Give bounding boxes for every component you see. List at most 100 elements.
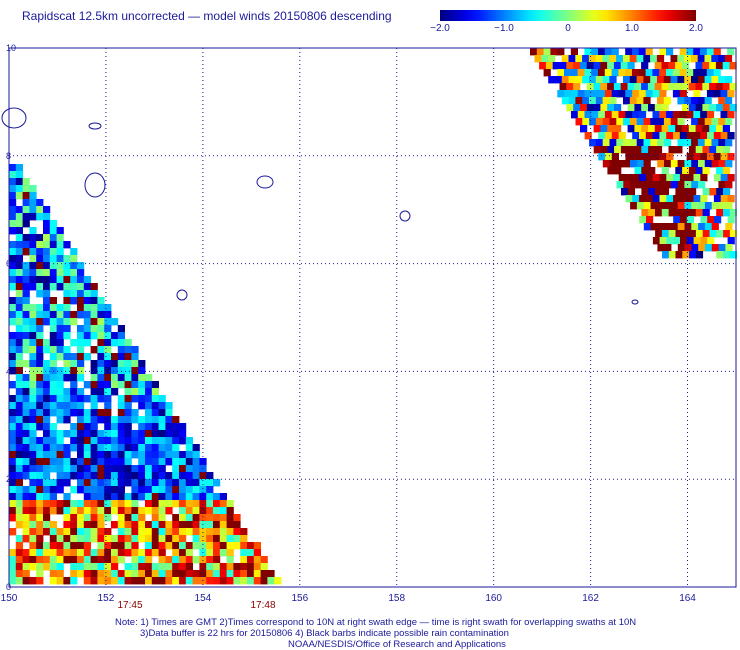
heatmap-cell	[15, 402, 23, 410]
heatmap-cell	[117, 360, 125, 368]
heatmap-cell	[36, 367, 44, 375]
heatmap-cell	[77, 269, 85, 277]
x-tick-label: 152	[98, 593, 115, 604]
heatmap-cell	[206, 514, 214, 522]
heatmap-cell	[179, 549, 187, 557]
heatmap-cell	[36, 556, 44, 564]
heatmap-cell	[670, 223, 679, 231]
heatmap-cell	[686, 48, 694, 56]
heatmap-cell	[192, 577, 200, 585]
heatmap-cell	[226, 577, 234, 585]
heatmap-cell	[131, 444, 139, 452]
heatmap-cell	[83, 451, 91, 459]
heatmap-cell	[598, 69, 606, 77]
heatmap-cell	[49, 339, 57, 347]
heatmap-cell	[111, 542, 119, 550]
heatmap-cell	[600, 125, 608, 133]
heatmap-cell	[679, 48, 687, 56]
heatmap-cell	[550, 48, 558, 56]
heatmap-cell	[677, 223, 685, 231]
heatmap-cell	[97, 493, 105, 501]
heatmap-cell	[70, 556, 78, 564]
heatmap-cell	[22, 234, 30, 242]
heatmap-cell	[654, 146, 663, 154]
heatmap-cell	[9, 444, 17, 452]
heatmap-cell	[625, 48, 633, 56]
heatmap-cell	[63, 269, 71, 277]
heatmap-cell	[213, 549, 221, 557]
heatmap-cell	[63, 500, 71, 508]
heatmap-cell	[641, 188, 649, 196]
heatmap-cell	[165, 493, 173, 501]
heatmap-cell	[15, 500, 23, 508]
heatmap-cell	[43, 283, 51, 291]
heatmap-cell	[43, 339, 51, 347]
heatmap-cell	[36, 311, 44, 319]
heatmap-cell	[49, 332, 57, 340]
heatmap-cell	[586, 62, 594, 70]
heatmap-cell	[49, 248, 57, 256]
heatmap-cell	[240, 528, 248, 536]
heatmap-cell	[165, 528, 173, 536]
heatmap-cell	[29, 381, 37, 389]
heatmap-cell	[192, 556, 200, 564]
heatmap-cell	[77, 444, 85, 452]
heatmap-cell	[22, 220, 30, 228]
heatmap-cell	[158, 556, 166, 564]
heatmap-cell	[213, 500, 221, 508]
heatmap-cell	[15, 297, 23, 305]
heatmap-cell	[682, 251, 690, 259]
heatmap-cell	[15, 507, 23, 515]
heatmap-cell	[15, 388, 23, 396]
heatmap-cell	[90, 388, 98, 396]
y-tick-label: 6	[6, 259, 11, 269]
heatmap-cell	[117, 437, 125, 445]
heatmap-cell	[15, 318, 23, 326]
heatmap-cell	[711, 160, 719, 168]
heatmap-cell	[124, 542, 132, 550]
heatmap-cell	[729, 230, 738, 238]
heatmap-cell	[36, 290, 44, 298]
heatmap-cell	[131, 451, 139, 459]
heatmap-cell	[43, 262, 51, 270]
heatmap-cell	[213, 556, 221, 564]
heatmap-cell	[29, 423, 37, 431]
heatmap-cell	[111, 360, 119, 368]
heatmap-cell	[124, 409, 132, 417]
heatmap-cell	[131, 374, 139, 382]
heatmap-cell	[602, 139, 610, 147]
heatmap-cell	[151, 577, 159, 585]
heatmap-cell	[668, 62, 676, 70]
coastlines	[1, 107, 639, 305]
island-outline	[631, 299, 639, 305]
heatmap-cell	[97, 409, 105, 417]
heatmap-cell	[36, 318, 44, 326]
island-outline	[88, 122, 102, 130]
heatmap-cell	[56, 276, 64, 284]
note-line: Note: 1) Times are GMT 2)Times correspon…	[115, 617, 637, 628]
heatmap-cell	[22, 269, 30, 277]
heatmap-cell	[90, 318, 98, 326]
heatmap-cell	[43, 451, 51, 459]
heatmap-cell	[697, 118, 706, 126]
heatmap-cell	[595, 76, 603, 84]
heatmap-cell	[29, 318, 37, 326]
heatmap-cell	[636, 97, 644, 105]
heatmap-cell	[29, 283, 37, 291]
heatmap-cell	[22, 283, 30, 291]
heatmap-cell	[9, 248, 17, 256]
heatmap-cell	[77, 570, 85, 578]
heatmap-cell	[185, 493, 193, 501]
heatmap-cell	[56, 381, 64, 389]
heatmap-cell	[97, 332, 105, 340]
heatmap-cell	[666, 195, 674, 203]
heatmap-cell	[77, 297, 85, 305]
colorbar-label: 1.0	[625, 23, 639, 34]
heatmap-cell	[725, 97, 733, 105]
heatmap-cell	[104, 500, 112, 508]
heatmap-cell	[104, 507, 112, 515]
heatmap-cell	[663, 139, 672, 147]
heatmap-cell	[267, 577, 275, 585]
heatmap-cell	[49, 269, 57, 277]
heatmap-cell	[545, 62, 554, 70]
